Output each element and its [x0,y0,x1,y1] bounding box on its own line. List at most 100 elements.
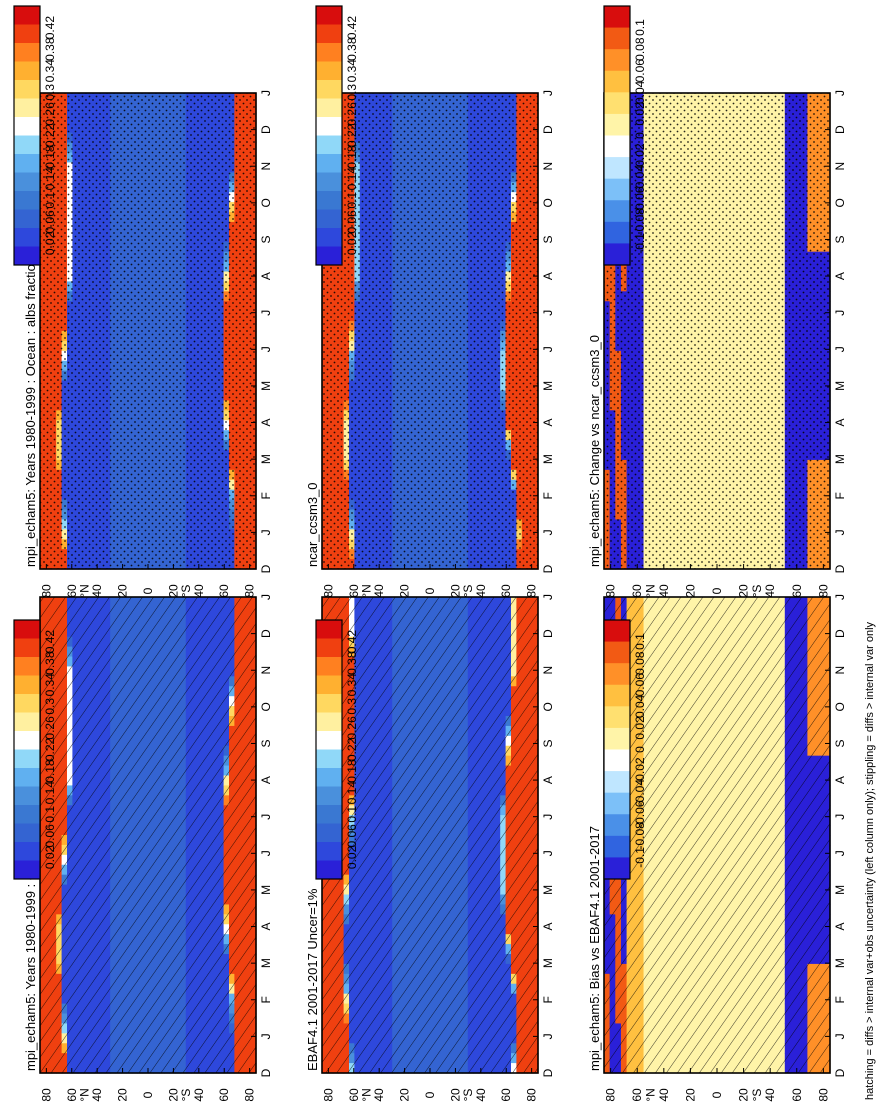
colorbar-swatch [14,749,40,769]
month-tick-label: D [259,125,273,134]
colorbar-swatch [14,61,40,81]
colorbar-swatch [14,6,40,25]
lat-axis: 80 60 40 20 0 20 40 60 80°N °S [39,1068,257,1102]
colorbar-label: 0.22 [43,123,57,147]
month-tick-label: D [259,629,273,638]
colorbar-swatch [14,191,40,210]
colorbar-swatch [14,712,40,732]
lat-tick-label: 80 [243,1088,257,1102]
colorbar-label: 0.1 [43,192,57,209]
lat-tick-label: 80 [243,584,257,598]
month-tick-label: A [259,272,273,280]
colorbar-label: 0.42 [43,16,57,40]
colorbar-label: 0.14 [43,781,57,805]
colorbar-label: 0.06 [43,210,57,234]
lat-tick-label: 20 [116,1088,130,1102]
lat-hemisphere-label: °S [179,1089,193,1102]
colorbar-swatch [14,135,40,155]
colorbar-swatch [14,246,40,266]
lat-hemisphere-label: °N [77,1088,91,1101]
colorbar-label: 0.22 [43,737,57,761]
colorbar-label: 0.1 [43,806,57,823]
colorbar-swatch [14,209,40,229]
colorbar: 0.420.380.340.30.260.220.180.140.10.060.… [13,619,57,880]
colorbar-label: 0.02 [43,231,57,255]
lat-tick-label: 80 [39,584,53,598]
lat-tick-label: 0 [141,1091,155,1098]
colorbar-swatch [14,98,40,118]
month-tick-label: M [259,958,273,968]
colorbar-label: 0.14 [43,167,57,191]
colorbar-swatch [14,117,40,136]
colorbar-swatch [14,694,40,713]
month-tick-label: F [259,996,273,1003]
lat-hemisphere-label: °N [77,584,91,597]
panel-a: 80 60 40 20 0 20 40 60 80°N °SDJFMAMJJASONDJmpi_e… [13,594,273,1102]
colorbar-swatch [14,786,40,806]
month-tick-label: J [259,814,273,820]
lat-tick-label: 60 [217,584,231,598]
month-tick-label: F [259,492,273,499]
colorbar-label: 0.38 [43,651,57,675]
colorbar-swatch [14,172,40,192]
month-tick-label: J [259,310,273,316]
panel-b: 80 60 40 20 0 20 40 60 80°N °SDJFMAMJJASONDJmpi_e… [13,5,273,598]
colorbar-label: 0.3 [43,84,57,101]
lat-hemisphere-label: °S [179,585,193,598]
colorbar-label: 0.42 [43,630,57,654]
month-tick-label: A [259,419,273,427]
month-tick-label: J [259,1033,273,1039]
panel-title: mpi_echam5: Years 1980-1999 : Ocean : al… [23,257,38,567]
colorbar-swatch [14,805,40,824]
month-tick-label: M [259,381,273,391]
month-tick-label: A [259,776,273,784]
panel-c: 80 60 40 20 0 20 40 60 80°N °SDJFMAMJJASONDJEBAF4… [305,594,555,1102]
lat-tick-label: 40 [192,584,206,598]
colorbar-swatch [14,228,40,247]
colorbar-label: 0.26 [43,716,57,740]
colorbar-swatch [14,43,40,62]
month-tick-label: J [259,90,273,96]
colorbar-swatch [14,80,40,99]
lat-tick-label: 20 [166,1088,180,1102]
month-tick-label: J [259,529,273,535]
colorbar-frame [13,619,41,880]
month-tick-label: D [259,564,273,573]
month-tick-label: J [259,594,273,600]
lat-tick-label: 0 [141,587,155,594]
colorbar-swatch [14,638,40,658]
colorbar-swatch [14,842,40,861]
colorbar-swatch [14,620,40,639]
colorbar-swatch [14,860,40,880]
colorbar-label: 0.06 [43,824,57,848]
colorbar-swatch [14,154,40,173]
colorbar-label: 0.18 [43,145,57,169]
significance-hatch [40,597,256,1073]
lat-tick-label: 40 [90,584,104,598]
month-tick-label: N [259,162,273,171]
colorbar-swatch [14,823,40,843]
lat-tick-label: 60 [217,1088,231,1102]
month-tick-label: O [259,198,273,207]
month-tick-label: M [259,454,273,464]
colorbar-swatch [14,768,40,787]
month-tick-label: A [259,923,273,931]
colorbar: 0.420.380.340.30.260.220.180.140.10.060.… [13,5,57,266]
month-tick-label: M [259,885,273,895]
colorbar-swatch [14,731,40,750]
colorbar-swatch [14,675,40,695]
colorbar-swatch [14,657,40,676]
lat-tick-label: 60 [65,1088,79,1102]
colorbar-swatch [14,24,40,44]
colorbar-label: 0.3 [43,698,57,715]
lat-tick-label: 40 [192,1088,206,1102]
colorbar-label: 0.34 [43,59,57,83]
lat-tick-label: 20 [116,584,130,598]
month-tick-label: N [259,666,273,675]
lat-tick-label: 80 [39,1088,53,1102]
colorbar-label: 0.34 [43,673,57,697]
month-tick-label: S [259,235,273,243]
month-tick-label: O [259,702,273,711]
